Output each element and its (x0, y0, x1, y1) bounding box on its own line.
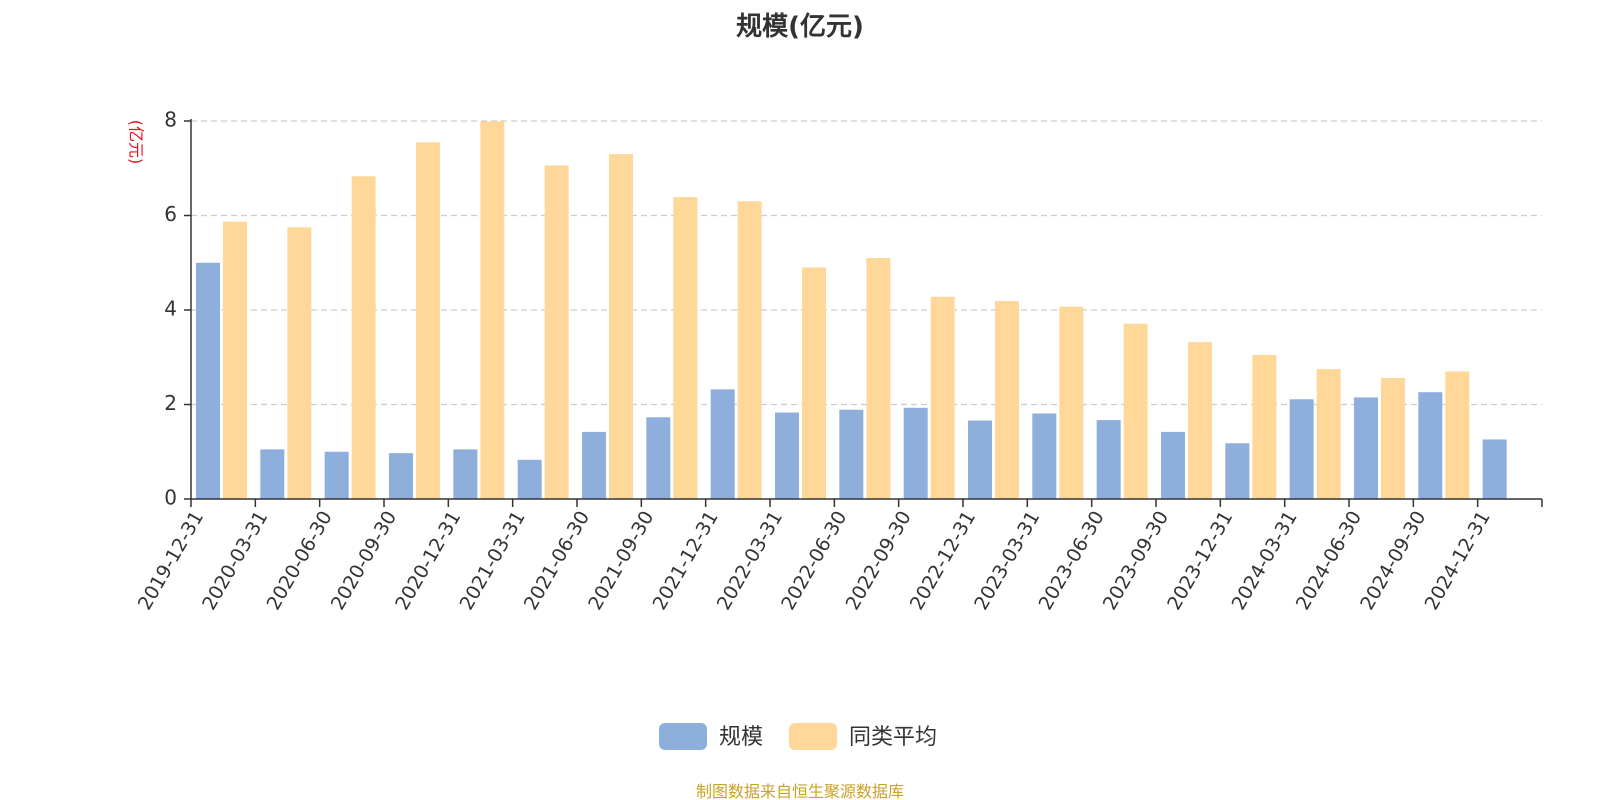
x-tick-label: 2023-12-31 (1163, 507, 1237, 614)
y-tick-label: 6 (164, 202, 177, 226)
x-tick-label: 2021-06-30 (520, 507, 594, 614)
bar-scale (775, 412, 799, 499)
bar-peer-average (1123, 323, 1148, 499)
bar-peer-average (737, 201, 762, 499)
legend: 规模 同类平均 (659, 723, 937, 750)
x-tick-label: 2023-03-31 (970, 507, 1044, 614)
bar-scale (1096, 420, 1121, 499)
bar-scale (1225, 443, 1250, 499)
bar-peer-average (544, 165, 569, 500)
bar-scale (582, 431, 606, 499)
legend-swatch-series-2 (789, 723, 837, 750)
bar-peer-average (1316, 369, 1341, 499)
bar-scale (839, 409, 864, 499)
x-tick-label: 2022-03-31 (713, 507, 787, 614)
bar-scale (1418, 392, 1443, 499)
bar-peer-average (673, 197, 698, 499)
x-tick-label: 2024-06-30 (1292, 507, 1366, 614)
axes (184, 119, 1543, 507)
bar-scale (710, 389, 735, 499)
x-tick-labels: 2019-12-312020-03-312020-06-302020-09-30… (134, 507, 1495, 614)
x-tick-label: 2022-06-30 (777, 507, 851, 614)
x-tick-label: 2023-06-30 (1034, 507, 1108, 614)
x-tick-label: 2023-09-30 (1099, 507, 1173, 614)
bar-scale (968, 420, 992, 499)
bar-scale (1354, 397, 1378, 499)
x-tick-label: 2021-12-31 (648, 507, 722, 614)
x-tick-label: 2020-03-31 (198, 507, 272, 614)
x-tick-label: 2022-12-31 (906, 507, 980, 614)
bar-peer-average (995, 301, 1019, 499)
x-tick-label: 2024-03-31 (1227, 507, 1301, 614)
bar-peer-average (1252, 354, 1277, 499)
data-source-note: 制图数据来自恒生聚源数据库 (696, 782, 904, 800)
chart-title: 规模(亿元) (736, 12, 864, 42)
bar-peer-average (802, 267, 826, 499)
x-tick-label: 2020-09-30 (327, 507, 401, 614)
bar-scale (260, 449, 285, 499)
y-tick-labels: 0 2 4 6 8 (164, 108, 177, 510)
bars (196, 121, 1507, 500)
x-tick-label: 2020-06-30 (262, 507, 336, 614)
bar-peer-average (480, 121, 505, 499)
bar-peer-average (1381, 378, 1405, 499)
y-tick-label: 0 (164, 486, 177, 510)
bar-scale (196, 262, 220, 499)
bar-scale (389, 453, 413, 499)
bar-peer-average (930, 296, 955, 499)
bar-scale (903, 407, 928, 499)
bar-scale (453, 449, 478, 499)
bar-peer-average (1059, 306, 1084, 499)
legend-swatch-series-1 (659, 723, 707, 750)
x-tick-label: 2024-12-31 (1420, 507, 1494, 614)
x-tick-label: 2020-12-31 (391, 507, 465, 614)
bar-peer-average (416, 142, 440, 499)
y-tick-label: 2 (164, 391, 177, 415)
bar-peer-average (1188, 342, 1212, 499)
bar-scale (1482, 439, 1507, 499)
legend-label-series-1: 规模 (719, 725, 763, 750)
x-tick-label: 2019-12-31 (134, 507, 208, 614)
bar-peer-average (287, 227, 312, 499)
bar-peer-average (223, 221, 247, 499)
x-tick-label: 2021-03-31 (455, 507, 529, 614)
bar-scale (1032, 413, 1057, 499)
y-axis-unit-label: (亿元) (127, 120, 146, 165)
x-tick-label: 2022-09-30 (841, 507, 915, 614)
bar-peer-average (351, 176, 376, 499)
bar-scale (517, 459, 542, 499)
bar-peer-average (866, 258, 891, 499)
x-tick-label: 2024-09-30 (1356, 507, 1430, 614)
legend-label-series-2: 同类平均 (849, 725, 937, 750)
x-tick-label: 2021-09-30 (584, 507, 658, 614)
bar-peer-average (1445, 371, 1470, 499)
y-tick-label: 4 (164, 297, 177, 321)
bar-scale (324, 451, 349, 499)
bar-scale (646, 417, 671, 499)
y-tick-label: 8 (164, 108, 177, 132)
bar-scale (1161, 431, 1185, 499)
bar-scale (1289, 399, 1314, 499)
bar-peer-average (609, 154, 633, 499)
